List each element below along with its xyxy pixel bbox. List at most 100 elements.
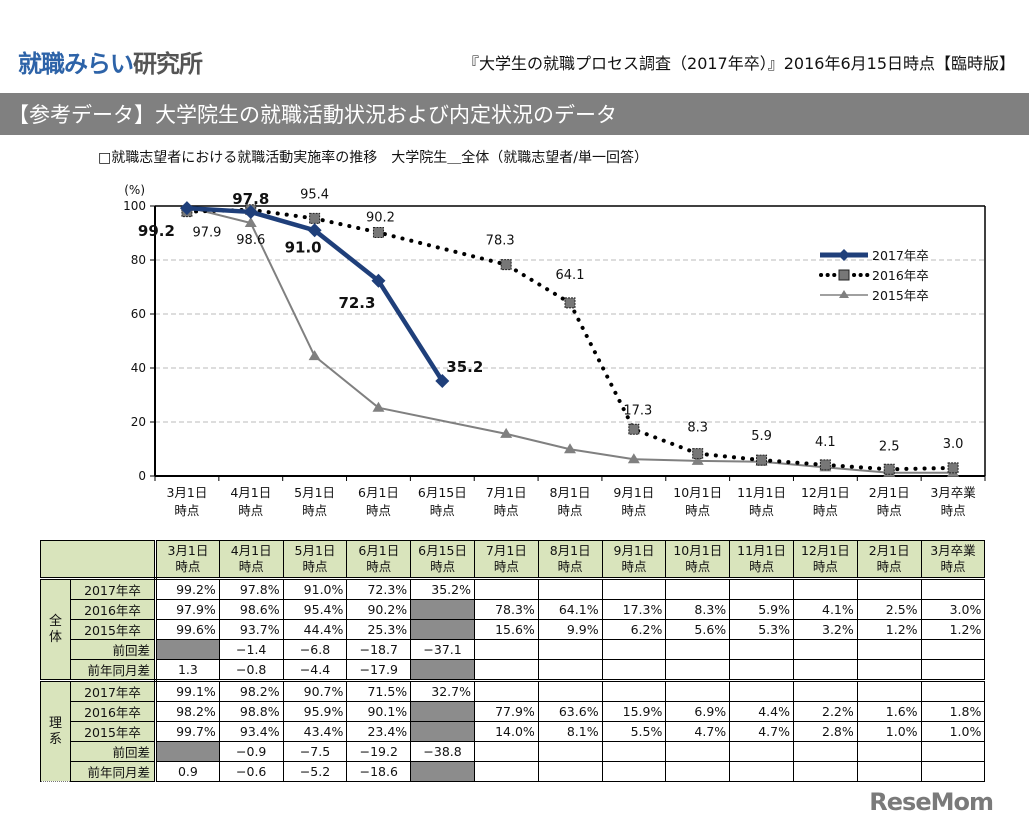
table-cell	[792, 659, 858, 682]
table-cell: 95.4%	[282, 599, 348, 620]
point-2016	[628, 423, 640, 435]
x-tick-label: 7月1日	[486, 485, 527, 500]
table-cell	[920, 761, 986, 782]
group-label: 全体	[40, 578, 71, 682]
y-tick-label: 20	[131, 415, 146, 429]
table-cell: −18.6	[346, 761, 412, 782]
logo-part1: 就職みらい	[18, 50, 134, 78]
data-label-2016: 90.2	[366, 210, 395, 225]
table-cell: 6.2%	[601, 619, 667, 640]
column-header: 7月1日 時点	[473, 540, 539, 580]
table-cell: 98.2%	[218, 680, 284, 702]
point-2016	[883, 463, 895, 475]
table-cell: 4.4%	[729, 701, 794, 722]
table-cell	[920, 639, 986, 660]
row-label: 2015年卒	[70, 619, 157, 640]
table-cell	[920, 578, 986, 600]
table-cell: 1.0%	[920, 721, 986, 742]
table-cell-na	[410, 761, 475, 782]
table-cell	[537, 680, 603, 702]
table-row: 前回差 −1.4 −6.8 −18.7 −37.1	[41, 639, 986, 660]
table-cell: 44.4%	[282, 619, 348, 640]
table-cell	[601, 680, 667, 702]
column-header-line: 5月1日	[294, 543, 336, 558]
table-cell: 1.0%	[856, 721, 922, 742]
x-tick-label: 時点	[813, 503, 838, 518]
x-tick-label: 時点	[430, 503, 455, 518]
group-label-line: 理	[48, 715, 62, 731]
data-label-2017: 35.2	[446, 358, 483, 376]
table-cell: 97.8%	[218, 578, 284, 600]
point-2016	[372, 226, 384, 238]
data-label-2017: 99.2	[138, 222, 175, 240]
table-cell: −18.7	[346, 639, 412, 660]
table-cell: 15.9%	[601, 701, 667, 722]
point-2015	[372, 401, 385, 412]
column-header: 4月1日 時点	[218, 540, 284, 580]
table-row: 2015年卒 99.6% 93.7% 44.4% 25.3% 15.6% 9.9% 6.2% 5…	[41, 619, 986, 640]
column-header-line: 6月15日	[418, 543, 468, 558]
column-header: 8月1日 時点	[537, 540, 603, 580]
column-header: 12月1日 時点	[792, 540, 858, 580]
table-cell: 1.3	[155, 659, 220, 682]
row-label: 2015年卒	[70, 721, 157, 742]
x-tick-label: 2月1日	[869, 485, 910, 500]
table-cell: 5.9%	[729, 599, 794, 620]
table-cell: 8.1%	[537, 721, 603, 742]
table-cell: 77.9%	[473, 701, 539, 722]
column-header: 3月1日 時点	[155, 540, 220, 580]
row-label: 2017年卒	[70, 578, 157, 600]
table-cell: 95.9%	[282, 701, 348, 722]
table-cell	[856, 639, 922, 660]
series-line-2015	[186, 206, 954, 474]
table-row: 2015年卒 99.7% 93.4% 43.4% 23.4% 14.0% 8.1% 5.5% 4…	[41, 721, 986, 742]
data-label-2016: 95.4	[300, 187, 329, 202]
y-tick-labels: 0 20 40 60 80 100 (%)	[123, 183, 146, 483]
axes	[150, 205, 986, 481]
table-cell: 43.4%	[282, 721, 348, 742]
table-cell-na	[410, 721, 475, 742]
table-cell: 99.1%	[155, 680, 220, 702]
table-cell: 99.7%	[155, 721, 220, 742]
table-cell	[473, 578, 539, 600]
x-tick-label: 時点	[941, 503, 966, 518]
point-2016	[564, 297, 576, 309]
x-tick-label: 6月1日	[358, 485, 399, 500]
table-cell	[792, 741, 858, 762]
table-cell: −0.6	[218, 761, 284, 782]
table-cell: 99.2%	[155, 578, 220, 600]
series-line-2016	[184, 207, 956, 472]
x-tick-label: 時点	[238, 503, 263, 518]
column-header-line: 時点	[302, 559, 328, 574]
table-cell: 8.3%	[665, 599, 731, 620]
x-tick-label: 時点	[366, 503, 391, 518]
legend-label: 2015年卒	[872, 288, 929, 303]
point-2015	[244, 217, 257, 228]
y-tick-label: 60	[131, 307, 146, 321]
table-cell: 93.7%	[218, 619, 284, 640]
column-header-line: 12月1日	[800, 543, 850, 558]
table-cell	[665, 578, 731, 600]
data-label-2016: 5.9	[751, 429, 772, 444]
table-cell	[473, 639, 539, 660]
column-header-line: 時点	[940, 559, 966, 574]
table-cell	[665, 741, 731, 762]
table-cell: 35.2%	[410, 578, 475, 600]
group-label-line: 体	[48, 629, 62, 645]
table-cell-na	[155, 741, 220, 762]
point-2017	[243, 204, 258, 219]
table-cell: −4.4	[282, 659, 348, 682]
chart-caption: □就職志望者における就職活動実施率の推移 大学院生＿全体（就職志望者/単一回答）	[98, 150, 648, 166]
group-label-line: 全	[48, 613, 62, 629]
column-header-line: 9月1日	[613, 543, 655, 558]
data-label-2017: 72.3	[338, 294, 375, 312]
table-cell	[856, 761, 922, 782]
group-label: 理系	[40, 680, 71, 782]
table-cell-na	[410, 599, 475, 620]
table-cell: 6.9%	[665, 701, 731, 722]
table-cell: 1.8%	[920, 701, 986, 722]
table-cell: −17.9	[346, 659, 412, 682]
table-row: 理系 2017年卒 99.1% 98.2% 90.7% 71.5% 32.7%	[40, 680, 986, 782]
series-layer	[179, 201, 960, 477]
